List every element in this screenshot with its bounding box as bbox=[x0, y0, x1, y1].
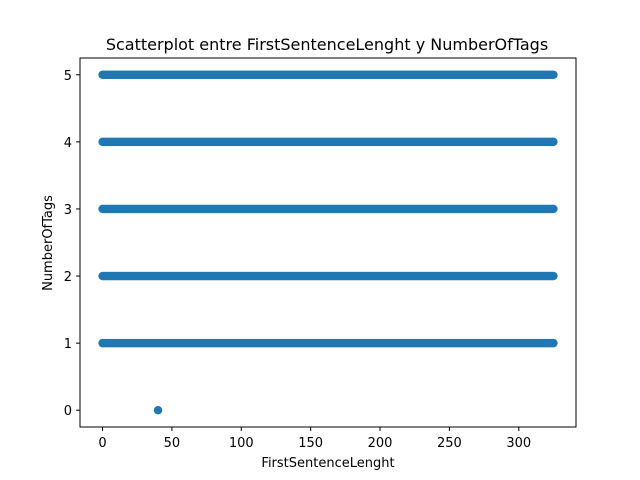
x-axis-label: FirstSentenceLenght bbox=[261, 456, 394, 471]
plot-area bbox=[98, 70, 558, 415]
chart-title: Scatterplot entre FirstSentenceLenght y … bbox=[106, 35, 548, 54]
data-point bbox=[549, 338, 558, 348]
x-axis: 0 50 100 150 200 250 300 bbox=[98, 427, 531, 451]
data-point bbox=[549, 137, 558, 147]
point-band-5 bbox=[102, 70, 554, 79]
data-point bbox=[549, 70, 558, 79]
data-point bbox=[153, 406, 163, 415]
data-point bbox=[98, 137, 107, 147]
data-point bbox=[98, 204, 107, 214]
data-point bbox=[98, 271, 107, 281]
x-tick-label: 50 bbox=[164, 436, 181, 451]
y-tick-label: 0 bbox=[64, 404, 72, 419]
point-band-2 bbox=[102, 271, 554, 281]
data-point bbox=[549, 271, 558, 281]
x-tick-label: 0 bbox=[98, 436, 106, 451]
y-tick-label: 4 bbox=[64, 136, 72, 151]
x-tick-label: 300 bbox=[506, 436, 531, 451]
y-tick-label: 2 bbox=[64, 270, 72, 285]
data-point bbox=[549, 204, 558, 214]
x-tick-label: 100 bbox=[229, 436, 254, 451]
point-band-1 bbox=[102, 338, 554, 348]
y-axis: 0 1 2 3 4 5 bbox=[64, 69, 80, 419]
x-tick-label: 150 bbox=[298, 436, 323, 451]
data-point bbox=[98, 70, 107, 79]
point-band-4 bbox=[102, 137, 554, 147]
y-axis-label: NumberOfTags bbox=[41, 195, 56, 291]
x-tick-label: 200 bbox=[368, 436, 393, 451]
data-point bbox=[98, 338, 107, 348]
point-band-3 bbox=[102, 204, 554, 214]
plot-frame bbox=[79, 57, 577, 428]
x-tick-label: 250 bbox=[437, 436, 462, 451]
y-tick-label: 5 bbox=[64, 69, 72, 84]
y-tick-label: 3 bbox=[64, 203, 72, 218]
y-tick-label: 1 bbox=[64, 337, 72, 352]
